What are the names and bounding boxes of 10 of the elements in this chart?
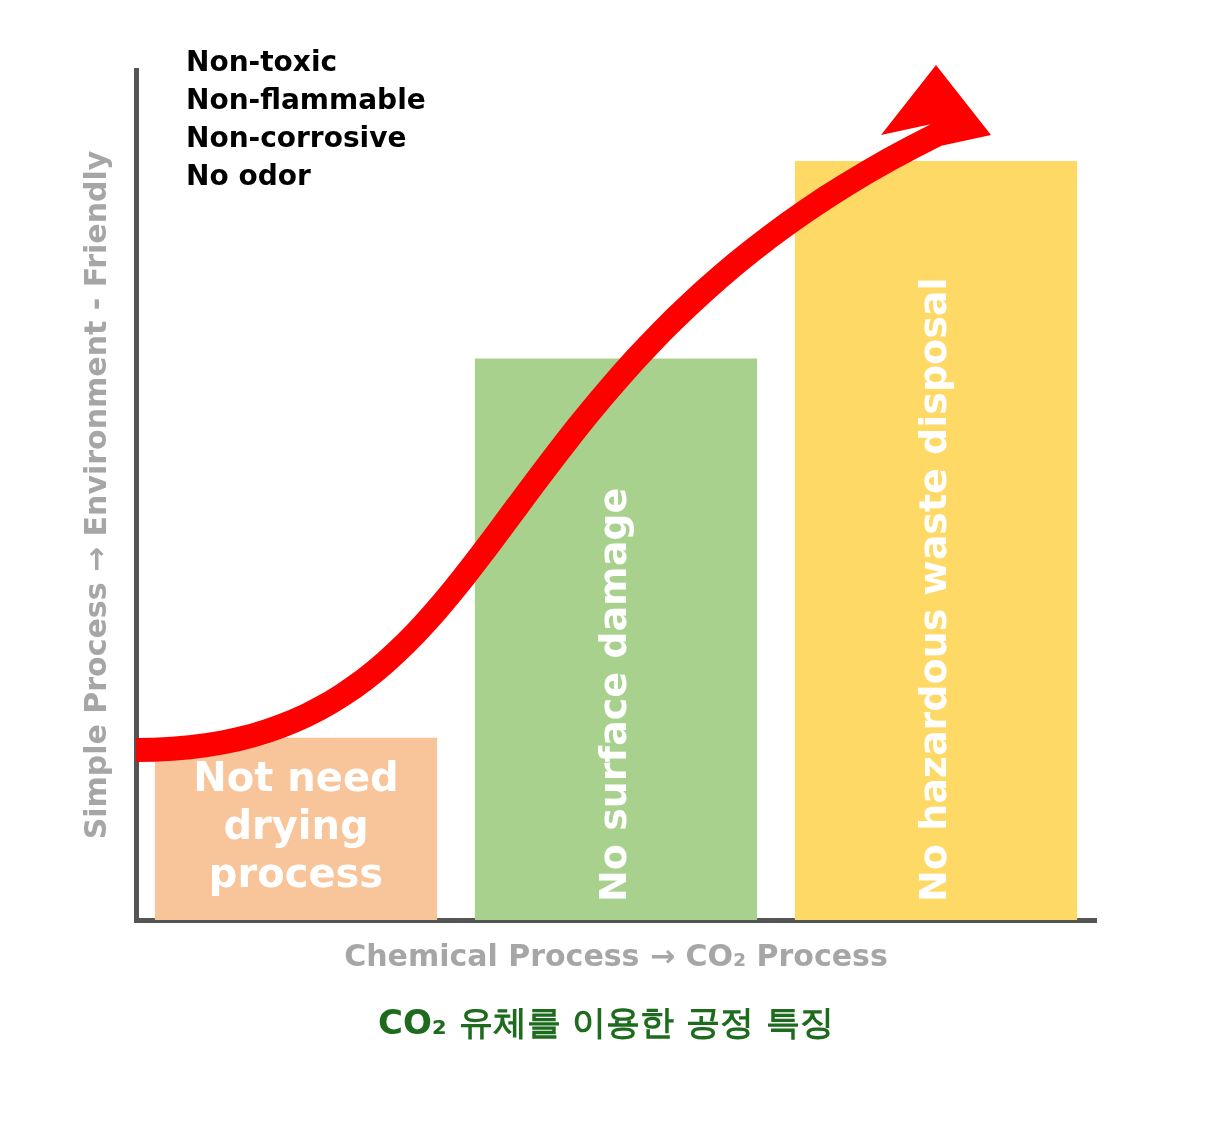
x-tick-label: No surface damage (590, 487, 635, 902)
text: Non-corrosive (186, 121, 407, 155)
x-axis-title: Chemical Process → CO₂ Process (344, 937, 888, 973)
text: Non-toxic (186, 45, 338, 79)
x-tick-label: Not need drying process (193, 754, 399, 897)
text: CO₂ 유체를 이용한 공정 특징 (376, 1001, 836, 1044)
y-axis-title: Simple Process → Environment - Friendly (77, 150, 113, 840)
text: Non-flammable (186, 83, 426, 117)
x-tick-label: No hazardous waste disposal (910, 277, 955, 902)
annotation: No odor (186, 159, 311, 193)
